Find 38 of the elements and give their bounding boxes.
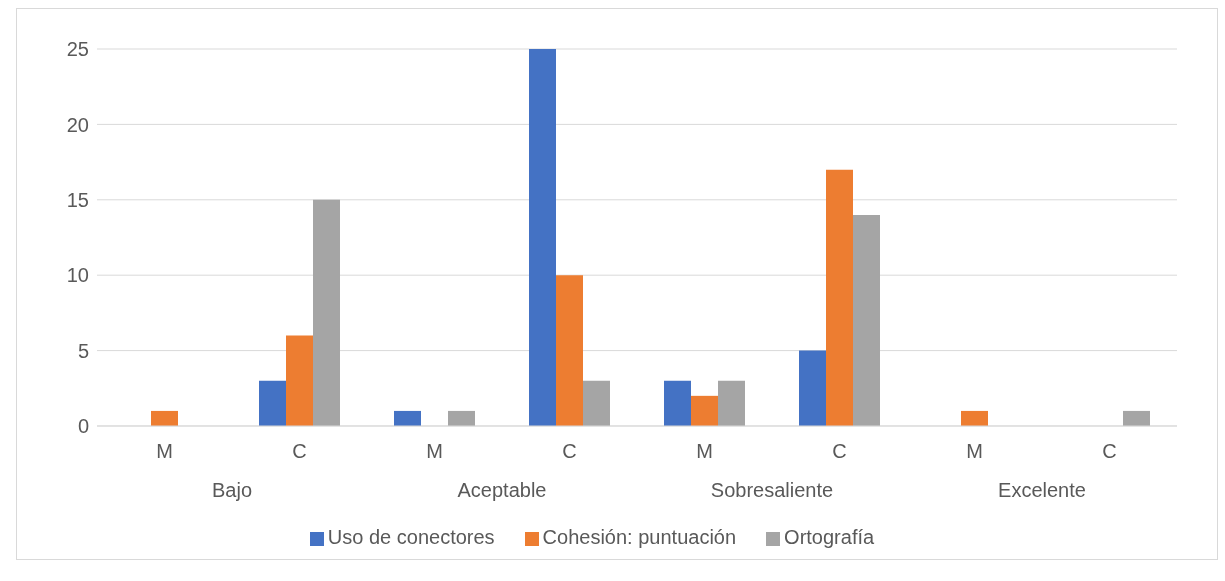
x-tick-label: M — [156, 440, 173, 463]
x-tick-label: M — [966, 440, 983, 463]
x-tick-label: C — [562, 440, 577, 463]
y-tick-label: 15 — [66, 188, 89, 211]
text: Sobresaliente — [709, 479, 835, 502]
bar — [664, 380, 691, 426]
y-tick-label: 0 — [77, 415, 89, 438]
bar — [529, 49, 556, 426]
bar — [259, 380, 286, 426]
x-tick-label: M — [426, 440, 443, 463]
text: Aceptable — [456, 479, 548, 502]
bar — [853, 214, 880, 426]
legend-label: Cohesión: puntuación — [542, 526, 737, 548]
bar — [583, 380, 610, 426]
x-tick-label: C — [832, 440, 847, 463]
x-tick-label: M — [696, 440, 713, 463]
bar — [556, 275, 583, 426]
bar — [394, 410, 421, 426]
bar — [718, 380, 745, 426]
bar — [799, 350, 826, 426]
text: Bajo — [211, 479, 253, 502]
legend-label: Uso de conectores — [327, 526, 495, 548]
text: Excelente — [997, 479, 1087, 502]
bar — [826, 169, 853, 426]
bar — [313, 199, 340, 426]
legend-label: Ortografía — [784, 526, 875, 548]
y-tick-label: 25 — [66, 38, 89, 61]
bar — [448, 410, 475, 426]
bar — [961, 410, 988, 426]
y-tick-label: 10 — [66, 264, 89, 287]
bar — [691, 395, 718, 426]
bar — [286, 335, 313, 426]
bar — [1123, 410, 1150, 426]
y-tick-label: 5 — [77, 339, 89, 362]
x-tick-label: C — [1102, 440, 1117, 463]
bar — [151, 410, 178, 426]
x-tick-label: C — [292, 440, 307, 463]
y-tick-label: 20 — [66, 113, 89, 136]
